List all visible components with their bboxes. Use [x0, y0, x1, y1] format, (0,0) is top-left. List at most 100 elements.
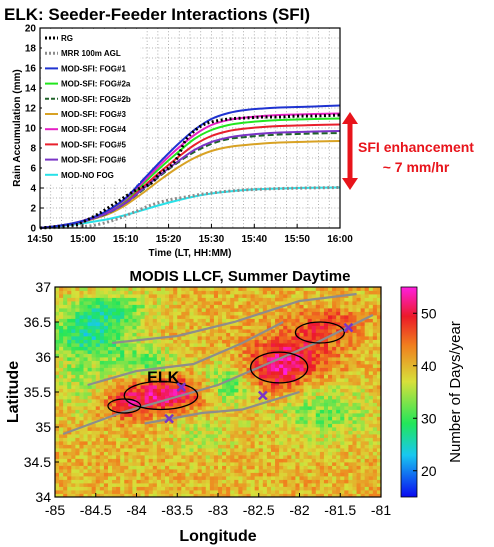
heatmap-cell [112, 315, 117, 319]
heatmap-cell [254, 451, 260, 456]
heatmap-cell [323, 304, 329, 309]
heatmap-cell [332, 455, 337, 459]
heatmap-cell [250, 357, 256, 361]
heatmap-cell [254, 434, 260, 438]
heatmap-cell [148, 378, 154, 382]
heatmap-cell [356, 434, 362, 438]
heatmap-cell [95, 465, 101, 470]
heatmap-cell [352, 353, 357, 358]
heatmap-cell [315, 423, 321, 428]
heatmap-cell [112, 483, 117, 487]
legend-entry: MOD-SFI: FOG#1 [61, 64, 126, 73]
heatmap-cell [95, 479, 101, 484]
heatmap-cell [254, 360, 260, 365]
heatmap-cell [197, 339, 203, 344]
heatmap-cell [372, 308, 378, 312]
heatmap-cell [222, 465, 227, 470]
heatmap-cell [87, 399, 93, 403]
heatmap-cell [124, 392, 129, 396]
heatmap-cell [103, 318, 109, 323]
heatmap-cell [136, 483, 141, 487]
heatmap-cell [63, 493, 68, 497]
heatmap-cell [360, 458, 366, 463]
heatmap-cell [67, 357, 72, 361]
heatmap-cell [376, 287, 381, 291]
heatmap-cell [218, 469, 223, 473]
heatmap-cell [323, 465, 329, 470]
heatmap-cell [189, 399, 194, 403]
heatmap-cell [287, 374, 292, 379]
heatmap-cell [299, 339, 304, 344]
heatmap-cell [209, 350, 215, 354]
heatmap-cell [152, 483, 158, 487]
heatmap-cell [83, 469, 88, 473]
heatmap-cell [132, 381, 137, 386]
heatmap-cell [258, 416, 264, 421]
heatmap-cell [254, 339, 260, 344]
heatmap-cell [238, 395, 243, 400]
heatmap-cell [59, 287, 64, 291]
heatmap-cell [328, 423, 333, 428]
heatmap-cell [156, 413, 162, 417]
heatmap-cell [226, 441, 231, 445]
heatmap-cell [71, 399, 76, 403]
heatmap-cell [185, 483, 190, 487]
heatmap-cell [315, 304, 321, 309]
heatmap-cell [169, 308, 174, 312]
heatmap-cell [75, 329, 80, 333]
heatmap-cell [213, 346, 219, 351]
heatmap-cell [95, 430, 101, 435]
heatmap-cell [344, 357, 349, 361]
heatmap-cell [368, 367, 374, 372]
heatmap-cell [160, 350, 166, 354]
heatmap-cell [238, 476, 243, 480]
heatmap-cell [315, 385, 321, 389]
heatmap-cell [328, 346, 333, 351]
heatmap-cell [112, 486, 117, 491]
heatmap-cell [275, 462, 280, 466]
heatmap-cell [238, 308, 243, 312]
heatmap-cell [99, 409, 105, 414]
heatmap-cell [71, 493, 76, 497]
heatmap-cell [136, 392, 141, 396]
heatmap-cell [165, 346, 170, 351]
heatmap-cell [144, 287, 150, 291]
heatmap-cell [107, 325, 113, 330]
heatmap-cell [148, 392, 154, 396]
heatmap-cell [315, 395, 321, 400]
heatmap-cell [169, 444, 174, 449]
heatmap-cell [177, 395, 182, 400]
heatmap-cell [140, 304, 146, 309]
heatmap-cell [226, 360, 231, 365]
heatmap-cell [160, 367, 166, 372]
heatmap-cell [148, 486, 154, 491]
heatmap-cell [303, 308, 309, 312]
heatmap-cell [336, 297, 341, 302]
heatmap-cell [295, 462, 300, 466]
heatmap-cell [270, 353, 276, 358]
heatmap-cell [319, 479, 325, 484]
heatmap-cell [95, 392, 101, 396]
heatmap-cell [307, 353, 313, 358]
heatmap-cell [107, 490, 113, 494]
heatmap-cell [234, 479, 239, 484]
heatmap-cell [95, 413, 101, 417]
heatmap-cell [169, 483, 174, 487]
heatmap-cell [340, 297, 345, 302]
heatmap-cell [287, 416, 292, 421]
heatmap-cell [189, 336, 194, 340]
heatmap-cell [270, 388, 276, 393]
heatmap-cell [124, 462, 129, 466]
heatmap-cell [242, 395, 247, 400]
heatmap-cell [242, 458, 247, 463]
heatmap-cell [205, 472, 211, 477]
heatmap-cell [173, 318, 178, 323]
heatmap-cell [71, 479, 76, 484]
heatmap-cell [372, 381, 378, 386]
heatmap-cell [128, 490, 133, 494]
heatmap-cell [156, 406, 162, 410]
heatmap-cell [156, 486, 162, 491]
heatmap-cell [152, 423, 158, 428]
heatmap-cell [348, 357, 353, 361]
heatmap-cell [242, 420, 247, 424]
